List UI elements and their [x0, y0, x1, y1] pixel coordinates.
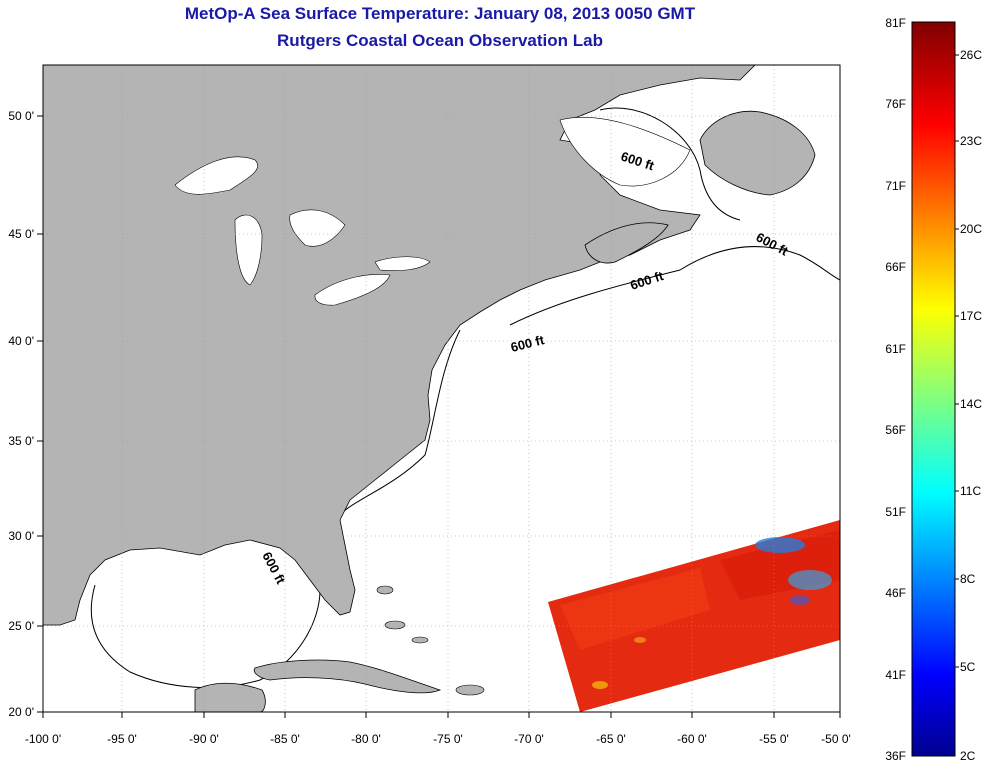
lat-label: 50 0' — [8, 109, 34, 123]
great-lakes — [174, 156, 258, 195]
map-title: MetOp-A Sea Surface Temperature: January… — [184, 4, 696, 23]
map-frame — [42, 64, 841, 713]
lon-label: -50 0' — [821, 732, 851, 746]
great-lakes — [374, 256, 431, 272]
colorbar-c-label: 8C — [960, 572, 976, 586]
colorbar-f-label: 61F — [885, 342, 906, 356]
lon-label: -85 0' — [270, 732, 300, 746]
colorbar-c-label: 11C — [960, 484, 981, 498]
colorbar-f-label: 41F — [885, 668, 906, 682]
lon-ticks — [42, 712, 841, 718]
great-lakes — [234, 214, 263, 286]
colorbar-c-ticks — [955, 54, 959, 668]
colorbar-f-label: 71F — [885, 179, 906, 193]
lon-label: -65 0' — [596, 732, 626, 746]
colorbar-c-label: 20C — [960, 222, 982, 236]
colorbar-f-label: 76F — [885, 97, 906, 111]
isobath-line — [509, 246, 840, 326]
colorbar-f-label: 81F — [885, 16, 906, 30]
colorbar-c-label: 5C — [960, 660, 976, 674]
colorbar-c-label: 26C — [960, 48, 982, 62]
colorbar-f-label: 36F — [885, 749, 906, 763]
land-hispaniola — [455, 684, 485, 696]
great-lakes — [314, 274, 391, 306]
map-graticule — [43, 65, 840, 712]
lon-label: -95 0' — [107, 732, 137, 746]
colorbar — [911, 21, 956, 757]
land-bahamas — [411, 636, 429, 644]
map-subtitle: Rutgers Coastal Ocean Observation Lab — [277, 31, 603, 50]
colorbar-c-label: 14C — [960, 397, 982, 411]
lon-label: -80 0' — [351, 732, 381, 746]
lat-label: 25 0' — [8, 619, 34, 633]
colorbar-f-label: 66F — [885, 260, 906, 274]
colorbar-c-label: 23C — [960, 134, 982, 148]
land-newfoundland — [699, 110, 816, 196]
isobath-line — [599, 107, 741, 221]
land-bahamas — [384, 620, 406, 630]
sst-satellite-swath — [548, 520, 840, 712]
lon-label: -70 0' — [514, 732, 544, 746]
lon-label: -55 0' — [759, 732, 789, 746]
lat-label: 20 0' — [8, 705, 34, 719]
lon-label: -60 0' — [677, 732, 707, 746]
land-cuba — [253, 659, 442, 694]
colorbar-f-label: 56F — [885, 423, 906, 437]
colorbar-f-label: 46F — [885, 586, 906, 600]
lat-label: 30 0' — [8, 529, 34, 543]
great-lakes — [289, 209, 346, 247]
lon-label: -90 0' — [189, 732, 219, 746]
lat-ticks — [37, 115, 43, 713]
land-nova-scotia — [584, 222, 669, 264]
isobath-line — [90, 584, 321, 689]
lon-label: -100 0' — [25, 732, 61, 746]
colorbar-c-label: 2C — [960, 749, 976, 763]
colorbar-f-label: 51F — [885, 505, 906, 519]
gulf-st-lawrence — [559, 117, 691, 187]
lat-label: 35 0' — [8, 434, 34, 448]
lat-label: 40 0' — [8, 334, 34, 348]
land-bahamas — [376, 585, 394, 595]
lon-label: -75 0' — [433, 732, 463, 746]
land-yucatan — [194, 682, 266, 712]
colorbar-c-label: 17C — [960, 309, 982, 323]
lat-label: 45 0' — [8, 227, 34, 241]
